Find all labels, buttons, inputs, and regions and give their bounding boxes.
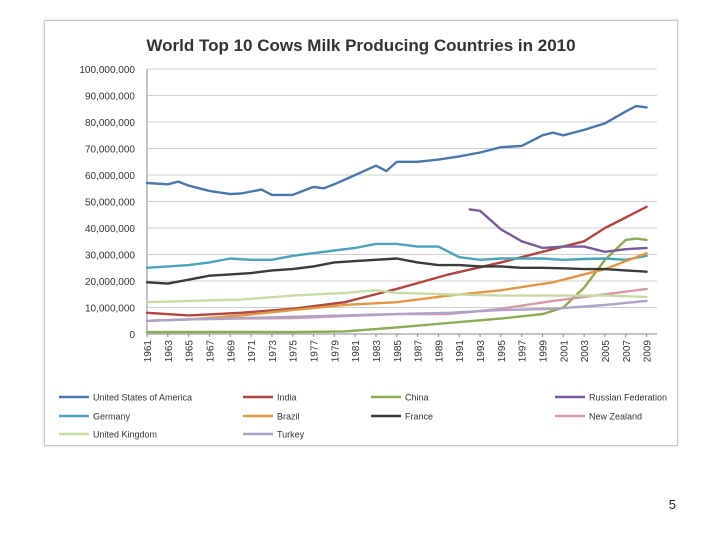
x-tick-label: 2007 (622, 340, 633, 363)
legend-label: India (277, 393, 297, 403)
y-tick-label: 70,000,000 (85, 145, 135, 156)
y-tick-label: 40,000,000 (85, 224, 135, 235)
legend-label: France (405, 412, 433, 422)
chart-svg: World Top 10 Cows Milk Producing Countri… (59, 36, 667, 440)
x-tick-label: 1975 (289, 340, 300, 363)
chart-frame: World Top 10 Cows Milk Producing Countri… (44, 20, 678, 446)
x-tick-label: 1991 (455, 340, 466, 363)
x-tick-label: 1983 (372, 340, 383, 363)
x-tick-label: 1971 (247, 340, 258, 363)
x-tick-label: 2001 (559, 340, 570, 363)
series-line (145, 299, 648, 322)
series-line (145, 251, 648, 322)
y-tick-label: 50,000,000 (85, 198, 135, 209)
series-line (145, 237, 648, 334)
x-tick-label: 1985 (393, 340, 404, 363)
chart-title: World Top 10 Cows Milk Producing Countri… (146, 36, 575, 55)
series-line (145, 205, 648, 317)
legend-label: New Zealand (589, 412, 642, 422)
x-tick-label: 1965 (185, 340, 196, 363)
x-tick-label: 2009 (643, 340, 654, 363)
x-tick-label: 1961 (143, 340, 154, 363)
legend-label: United States of America (93, 393, 192, 403)
legend-label: United Kingdom (93, 430, 157, 440)
legend-label: Germany (93, 412, 131, 422)
series-line (145, 242, 648, 270)
page-number: 5 (668, 497, 676, 512)
x-tick-label: 1979 (330, 340, 341, 363)
x-tick-label: 1987 (414, 340, 425, 363)
x-tick-label: 1973 (268, 340, 279, 363)
x-tick-label: 1967 (205, 340, 216, 363)
x-tick-label: 1977 (310, 340, 321, 363)
y-tick-label: 20,000,000 (85, 277, 135, 288)
legend-label: Russian Federation (589, 393, 667, 403)
series-line (145, 104, 648, 197)
y-tick-label: 60,000,000 (85, 171, 135, 182)
legend-label: China (405, 393, 429, 403)
x-tick-label: 1989 (434, 340, 445, 363)
x-tick-label: 1981 (351, 340, 362, 363)
series-line (145, 289, 648, 304)
y-tick-label: 100,000,000 (79, 65, 135, 76)
x-tick-label: 2003 (580, 340, 591, 363)
y-tick-label: 80,000,000 (85, 118, 135, 129)
x-tick-label: 2005 (601, 340, 612, 363)
x-tick-label: 1963 (164, 340, 175, 363)
x-tick-label: 1995 (497, 340, 508, 363)
x-tick-label: 1969 (226, 340, 237, 363)
x-tick-label: 1997 (518, 340, 529, 363)
series-line (468, 208, 648, 254)
x-tick-label: 1993 (476, 340, 487, 363)
series-line (145, 257, 648, 285)
y-tick-label: 10,000,000 (85, 304, 135, 315)
legend-label: Brazil (277, 412, 300, 422)
x-tick-label: 1999 (539, 340, 550, 363)
y-tick-label: 0 (129, 330, 135, 341)
y-tick-label: 90,000,000 (85, 92, 135, 103)
legend-label: Turkey (277, 430, 305, 440)
y-tick-label: 30,000,000 (85, 251, 135, 262)
